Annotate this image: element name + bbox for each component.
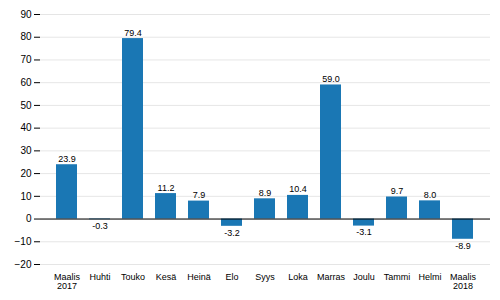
svg-text:Huhti: Huhti bbox=[89, 272, 110, 282]
svg-text:-0.3: -0.3 bbox=[92, 221, 108, 231]
svg-text:Maalis2017: Maalis2017 bbox=[54, 272, 81, 291]
svg-text:8.0: 8.0 bbox=[424, 190, 437, 200]
svg-text:Touko: Touko bbox=[121, 272, 145, 282]
svg-text:Tammi: Tammi bbox=[384, 272, 411, 282]
svg-text:10.4: 10.4 bbox=[289, 184, 307, 194]
svg-text:70: 70 bbox=[20, 54, 32, 65]
svg-text:9.7: 9.7 bbox=[391, 186, 404, 196]
svg-text:50: 50 bbox=[20, 100, 32, 111]
svg-text:Loka: Loka bbox=[288, 272, 308, 282]
svg-text:-8.9: -8.9 bbox=[455, 241, 471, 251]
svg-text:20: 20 bbox=[20, 168, 32, 179]
svg-text:Maalis2018: Maalis2018 bbox=[450, 272, 477, 291]
svg-text:−20: −20 bbox=[15, 259, 32, 270]
svg-text:Kesä: Kesä bbox=[156, 272, 177, 282]
svg-text:-3.1: -3.1 bbox=[356, 227, 372, 237]
svg-text:60: 60 bbox=[20, 77, 32, 88]
svg-text:0: 0 bbox=[26, 213, 32, 224]
svg-text:−10: −10 bbox=[15, 236, 32, 247]
svg-text:90: 90 bbox=[20, 9, 32, 20]
svg-text:10: 10 bbox=[20, 191, 32, 202]
svg-text:79.4: 79.4 bbox=[124, 28, 142, 38]
svg-text:23.9: 23.9 bbox=[58, 154, 76, 164]
svg-text:Marras: Marras bbox=[317, 272, 346, 282]
svg-text:11.2: 11.2 bbox=[158, 183, 175, 193]
svg-text:8.9: 8.9 bbox=[259, 188, 272, 198]
svg-text:-3.2: -3.2 bbox=[224, 228, 240, 238]
svg-text:59.0: 59.0 bbox=[322, 74, 340, 84]
svg-text:Syys: Syys bbox=[255, 272, 275, 282]
svg-text:80: 80 bbox=[20, 31, 32, 42]
svg-text:30: 30 bbox=[20, 145, 32, 156]
svg-text:Elo: Elo bbox=[225, 272, 238, 282]
svg-text:Helmi: Helmi bbox=[418, 272, 441, 282]
svg-text:Joulu: Joulu bbox=[353, 272, 375, 282]
svg-text:Heinä: Heinä bbox=[187, 272, 211, 282]
svg-text:40: 40 bbox=[20, 122, 32, 133]
svg-text:7.9: 7.9 bbox=[193, 190, 206, 200]
